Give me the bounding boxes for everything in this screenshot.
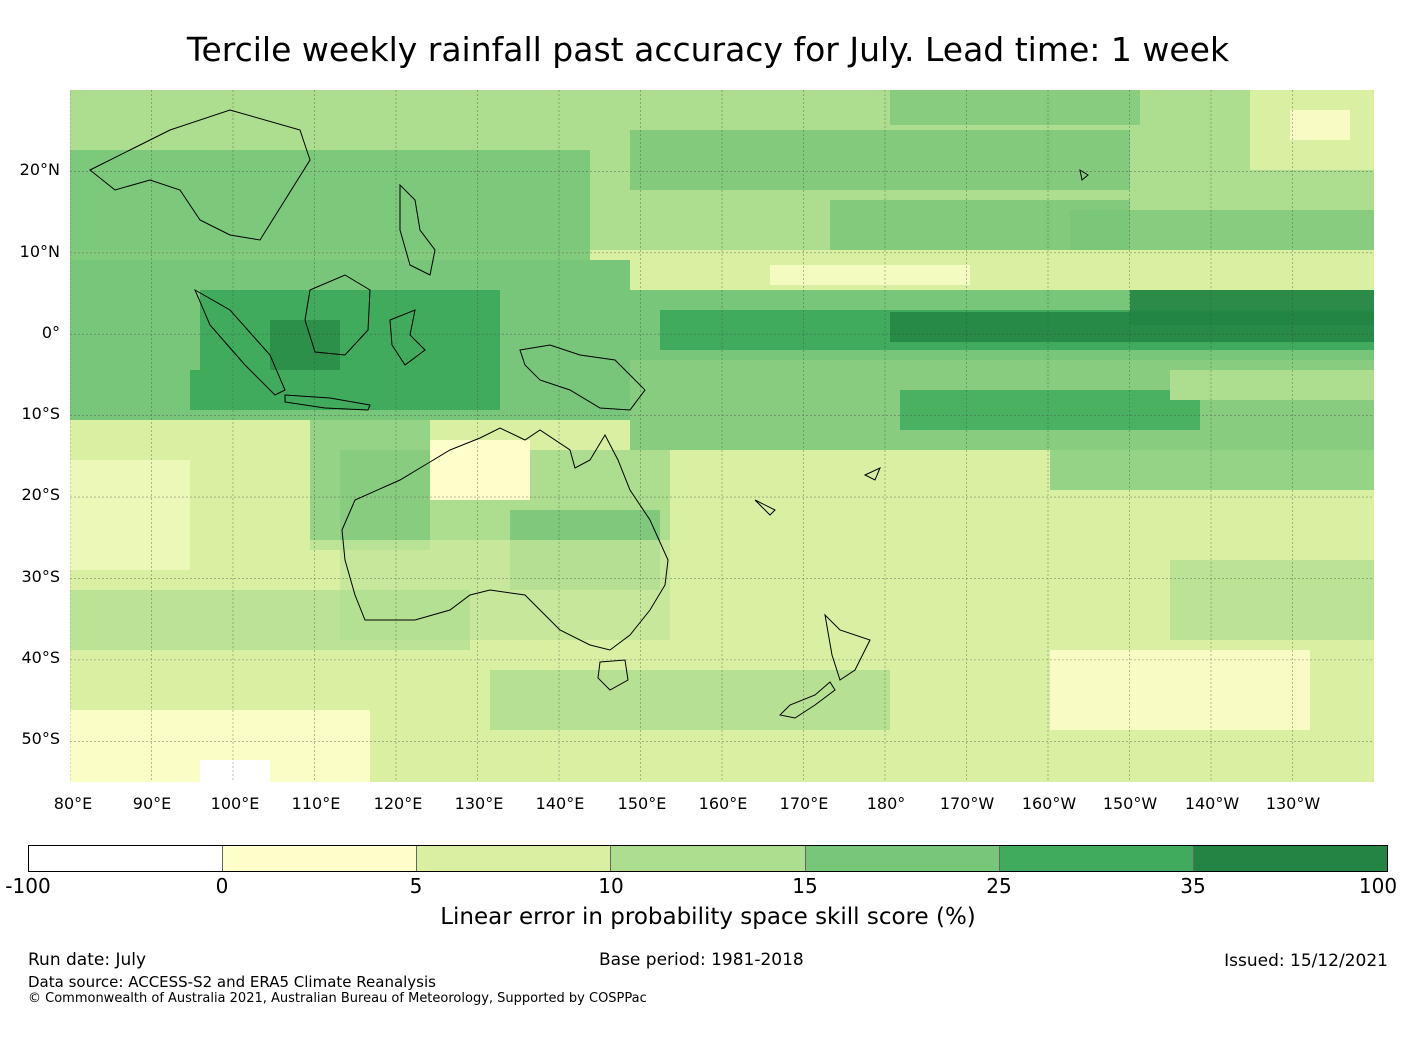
- base-period: Base period: 1981-2018: [599, 950, 804, 970]
- colorbar-tick: -100: [5, 874, 51, 898]
- colorbar-segment: [223, 846, 418, 871]
- lon-label-130w: 130°W: [1265, 794, 1321, 813]
- lon-label-160e: 160°E: [698, 794, 748, 813]
- lon-label-180: 180°: [866, 794, 906, 813]
- colorbar-segment: [29, 846, 224, 871]
- borneo-coastline: [304, 274, 371, 356]
- java-coastline: [284, 394, 371, 411]
- new-zealand-north-coastline: [824, 613, 871, 681]
- colorbar-tick: 15: [792, 874, 818, 898]
- colorbar-segment: [805, 846, 1000, 871]
- lon-label-150w: 150°W: [1102, 794, 1158, 813]
- colorbar-tick: 0: [215, 874, 229, 898]
- lon-label-90e: 90°E: [132, 794, 172, 813]
- colorbar-tick: 10: [598, 874, 624, 898]
- colorbar-label: Linear error in probability space skill …: [440, 904, 976, 930]
- colorbar-tick: 35: [1180, 874, 1206, 898]
- lon-label-80e: 80°E: [53, 794, 93, 813]
- lon-label-140w: 140°W: [1184, 794, 1240, 813]
- lon-label-170e: 170°E: [779, 794, 829, 813]
- sulawesi-coastline: [389, 309, 426, 366]
- lat-label-30s: 30°S: [21, 567, 60, 586]
- lat-label-10s: 10°S: [21, 404, 60, 423]
- lat-label-40s: 40°S: [21, 648, 60, 667]
- sumatra-coastline: [193, 288, 286, 396]
- copyright: © Commonwealth of Australia 2021, Austra…: [28, 991, 647, 1006]
- colorbar: [28, 845, 1388, 872]
- data-source: Data source: ACCESS-S2 and ERA5 Climate …: [28, 973, 436, 991]
- tasmania-coastline: [597, 659, 629, 691]
- lon-label-150e: 150°E: [617, 794, 667, 813]
- lon-label-170w: 170°W: [939, 794, 995, 813]
- colorbar-segment: [999, 846, 1194, 871]
- lat-label-20s: 20°S: [21, 485, 60, 504]
- lat-label-50s: 50°S: [21, 729, 60, 748]
- colorbar-segment: [611, 846, 806, 871]
- lat-label-0: 0°: [41, 323, 60, 342]
- coastlines: [89, 109, 1089, 719]
- fiji-coastline: [863, 467, 881, 481]
- lon-label-160w: 160°W: [1021, 794, 1077, 813]
- new-caledonia-coastline: [754, 499, 776, 516]
- skill-score-map: [70, 90, 1374, 782]
- lon-label-110e: 110°E: [291, 794, 341, 813]
- lon-label-140e: 140°E: [535, 794, 585, 813]
- lon-label-100e: 100°E: [210, 794, 260, 813]
- colorbar-tick: 5: [409, 874, 423, 898]
- map-canvas: [70, 90, 1374, 782]
- run-date: Run date: July: [28, 950, 147, 970]
- gridlines: [70, 90, 1374, 782]
- new-guinea-coastline: [519, 344, 646, 411]
- indochina-coastline: [89, 109, 311, 241]
- lat-label-20n: 20°N: [19, 160, 60, 179]
- australia-coastline: [341, 427, 669, 651]
- lon-label-120e: 120°E: [373, 794, 423, 813]
- map-title: Tercile weekly rainfall past accuracy fo…: [186, 30, 1230, 69]
- lat-label-10n: 10°N: [19, 242, 60, 261]
- colorbar-tick: 100: [1358, 874, 1398, 898]
- hawaii-coastline: [1079, 168, 1089, 181]
- issued-date: Issued: 15/12/2021: [1224, 951, 1388, 971]
- new-zealand-south-coastline: [778, 681, 836, 719]
- lon-label-130e: 130°E: [454, 794, 504, 813]
- colorbar-tick: 25: [986, 874, 1012, 898]
- colorbar-segment: [1193, 846, 1387, 871]
- colorbar-segment: [417, 846, 612, 871]
- philippines-coastline: [399, 183, 436, 276]
